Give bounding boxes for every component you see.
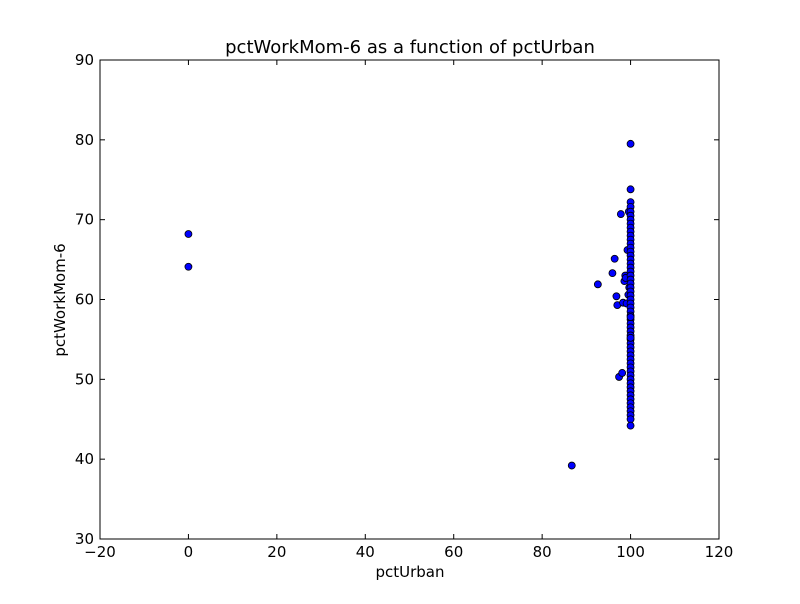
plot-area-frame [99,59,720,540]
data-point [593,280,602,289]
data-point [626,415,635,424]
data-point [616,210,625,218]
data-point [608,269,617,278]
y-tick-label: 90 [75,51,94,69]
y-tick-label: 50 [75,370,94,388]
x-tick-label: 100 [616,543,645,561]
data-point [612,292,621,301]
y-tick-label: 60 [75,291,94,309]
x-axis-label: pctUrban [375,563,444,581]
data-point [184,230,193,238]
x-tick-label: −20 [84,543,116,561]
data-point [618,369,627,377]
data-point [610,254,619,263]
x-tick-label: 80 [533,543,552,561]
data-point [567,461,576,470]
x-tick-label: 20 [267,543,286,561]
y-tick-label: 30 [75,530,94,548]
data-point [184,262,193,271]
data-points [184,139,635,470]
data-point [626,421,635,430]
x-tick-label: 40 [356,543,375,561]
data-point [626,313,635,321]
y-tick-label: 80 [75,131,94,149]
data-point [626,185,635,194]
chart-title: pctWorkMom-6 as a function of pctUrban [225,37,595,58]
axis-ticks: −20 0 20 40 60 80 100 120 30 40 50 60 70 80 90 [75,51,733,561]
y-tick-label: 40 [75,450,94,468]
y-tick-label: 70 [75,211,94,229]
x-tick-label: 120 [705,543,734,561]
data-point [626,139,635,148]
x-tick-label: 60 [444,543,463,561]
y-axis-label: pctWorkMom-6 [51,243,69,356]
data-point [626,333,635,342]
x-tick-label: 0 [184,543,194,561]
